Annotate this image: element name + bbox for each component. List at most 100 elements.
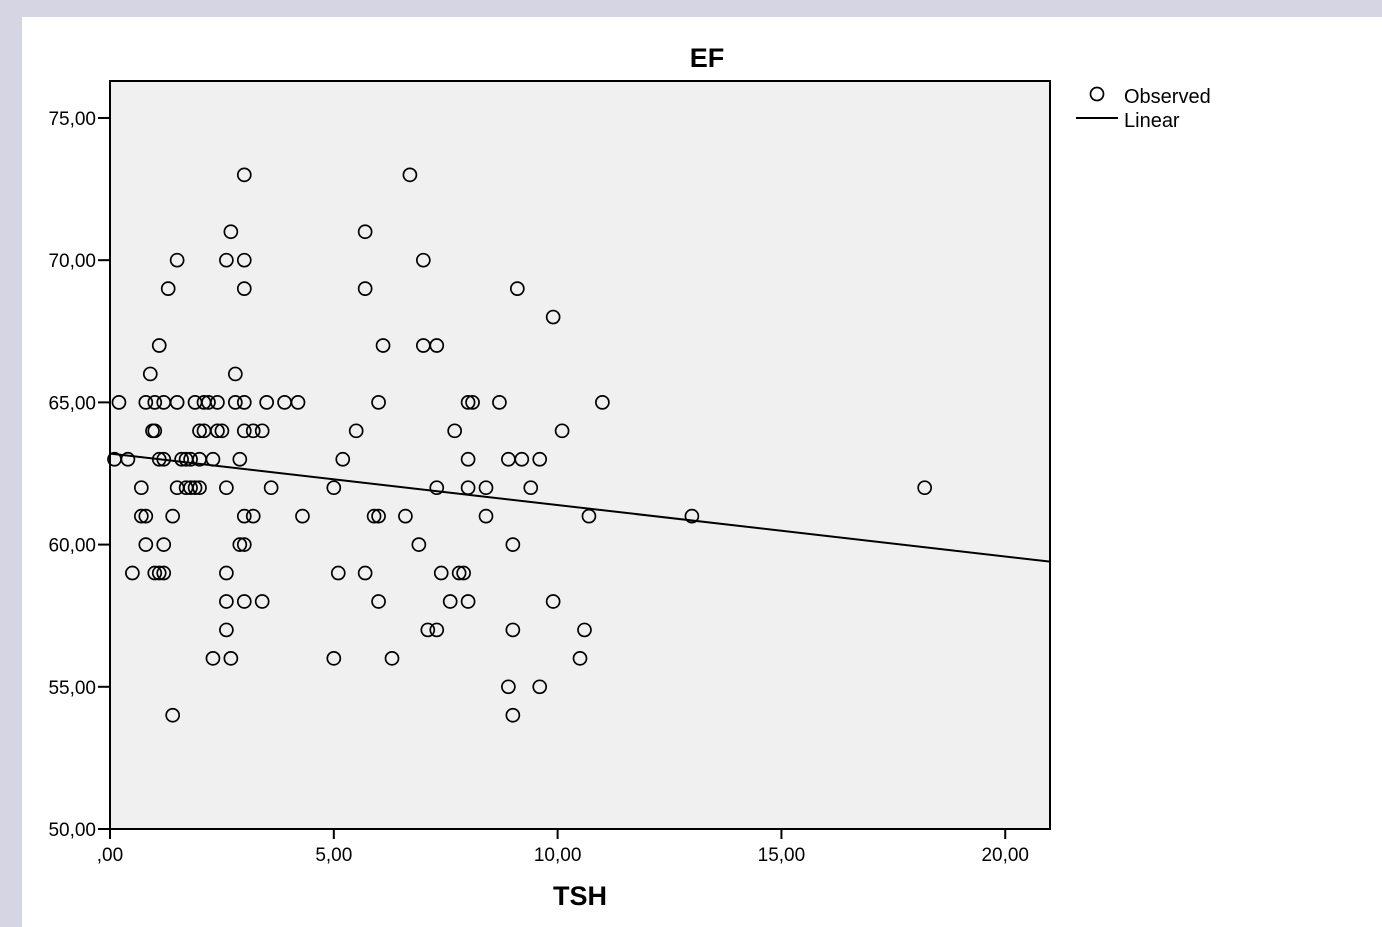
data-point: [192, 423, 207, 439]
data-point: [348, 423, 364, 439]
data-point: [505, 622, 521, 638]
series-layer: [107, 167, 1051, 723]
data-point: [236, 395, 252, 410]
data-point: [465, 395, 480, 410]
data-point: [227, 366, 243, 382]
data-point: [120, 451, 136, 467]
data-point: [219, 594, 234, 609]
data-point: [295, 508, 310, 524]
legend: Observed Linear: [1076, 86, 1211, 132]
legend-observed-marker: [1089, 86, 1105, 102]
chart-title: EF: [690, 43, 725, 73]
data-point: [532, 679, 548, 695]
data-point: [371, 395, 386, 410]
data-point: [523, 480, 539, 496]
data-point: [133, 480, 149, 496]
data-point: [219, 480, 234, 496]
data-point: [415, 252, 431, 268]
data-point: [227, 395, 243, 410]
data-point: [156, 451, 172, 467]
data-point: [236, 167, 252, 183]
data-point: [125, 565, 140, 581]
data-point: [223, 224, 239, 240]
data-point: [460, 594, 476, 609]
data-point: [514, 451, 530, 467]
data-point: [411, 537, 427, 552]
data-point: [420, 622, 436, 638]
data-point: [375, 338, 391, 353]
data-point: [509, 281, 525, 296]
data-point: [572, 651, 588, 666]
data-point: [205, 451, 221, 467]
data-point: [236, 281, 252, 296]
data-point: [232, 537, 248, 552]
y-tick-label: 70,00: [48, 251, 96, 272]
data-point: [684, 508, 700, 524]
data-point: [165, 707, 181, 723]
data-point: [245, 508, 261, 524]
plot-area: [109, 80, 1051, 830]
data-point: [505, 707, 521, 723]
data-point: [147, 423, 163, 439]
data-point: [183, 480, 198, 496]
y-tick-label: 60,00: [48, 536, 96, 557]
data-point: [111, 395, 127, 410]
data-point: [371, 508, 386, 524]
data-point: [290, 395, 306, 410]
data-point: [133, 508, 149, 524]
data-point: [456, 565, 471, 581]
data-point: [210, 423, 225, 439]
data-point: [236, 508, 252, 524]
data-point: [219, 622, 234, 638]
data-point: [581, 508, 597, 524]
data-point: [205, 651, 221, 666]
data-point: [460, 395, 476, 410]
data-point: [201, 395, 216, 410]
data-point: [174, 451, 189, 467]
data-point: [187, 480, 203, 496]
regression-line: [109, 452, 1051, 563]
data-point: [259, 395, 275, 410]
data-point: [223, 651, 239, 666]
data-point: [236, 537, 252, 552]
data-point: [429, 338, 445, 353]
data-point: [219, 252, 234, 268]
data-point: [402, 167, 418, 183]
x-axis-title: TSH: [553, 881, 607, 911]
data-point: [330, 565, 346, 581]
data-point: [532, 451, 548, 467]
data-point: [219, 565, 234, 581]
data-point: [460, 480, 476, 496]
data-point: [492, 395, 507, 410]
data-point: [147, 395, 163, 410]
data-point: [447, 423, 463, 439]
data-point: [478, 480, 494, 496]
data-point: [357, 224, 373, 240]
data-point: [160, 281, 176, 296]
data-point: [138, 508, 154, 524]
data-point: [545, 309, 561, 325]
x-tick-label: 20,00: [981, 845, 1029, 866]
data-point: [595, 395, 610, 410]
data-point: [151, 565, 167, 581]
data-point: [501, 679, 516, 695]
data-point: [232, 451, 248, 467]
data-point: [165, 508, 181, 524]
data-point: [326, 651, 342, 666]
legend-observed-label: Observed: [1124, 86, 1211, 108]
data-point: [138, 537, 154, 552]
data-point: [156, 565, 172, 581]
data-point: [169, 252, 185, 268]
data-point: [384, 651, 400, 666]
data-point: [577, 622, 592, 638]
data-point: [192, 480, 207, 496]
x-tick-label: 10,00: [534, 845, 582, 866]
x-axis: ,00 5,00 10,00 15,00 20,00: [97, 829, 1029, 866]
data-point: [442, 594, 458, 609]
data-point: [214, 423, 230, 439]
data-point: [478, 508, 494, 524]
data-point: [335, 451, 351, 467]
data-point: [156, 537, 172, 552]
data-point: [151, 451, 167, 467]
